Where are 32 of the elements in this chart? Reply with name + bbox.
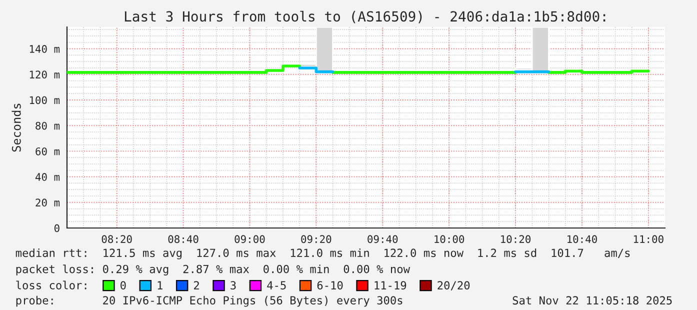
text: median rtt: 121.5 ms avg 127.0 ms max 121.0 ms min 122.0 ms now 1.2 ms sd 101.7 am/s bbox=[16, 248, 630, 260]
x-tick-label: 08:40 bbox=[168, 235, 198, 244]
y-tick-label: 80 m bbox=[36, 122, 60, 130]
x-tick-label: 11:00 bbox=[634, 235, 664, 244]
x-tick-label: 10:20 bbox=[501, 235, 531, 244]
legend-label: 6-10 bbox=[317, 281, 343, 290]
legend-label: 20/20 bbox=[438, 281, 470, 290]
legend-label: 1 bbox=[158, 281, 162, 290]
legend-label: 0 bbox=[120, 281, 126, 290]
chart-title: Last 3 Hours from tools to (AS16509) - 2406:da1a:1b5:8d00: bbox=[124, 10, 606, 24]
y-tick-label: 120 m bbox=[30, 70, 60, 79]
legend-label: 11-19 bbox=[374, 281, 406, 290]
y-tick-label: 140 m bbox=[30, 45, 60, 53]
legend-label: 2 bbox=[194, 281, 199, 290]
legend-label: 4-5 bbox=[267, 281, 286, 290]
text: Sat Nov 22 11:05:18 2025 bbox=[512, 296, 672, 305]
x-tick-label: 10:40 bbox=[568, 235, 597, 244]
x-tick-label: 10:00 bbox=[434, 235, 464, 244]
y-tick-label: 60 m bbox=[36, 147, 60, 156]
text: loss color: bbox=[16, 280, 86, 290]
text: packet loss: 0.29 % avg 2.87 % max 0.00 % min 0.00 % now bbox=[16, 264, 410, 276]
legend-label: 3 bbox=[230, 281, 236, 290]
y-tick-label: 40 m bbox=[35, 173, 60, 181]
y-axis-title: Seconds bbox=[12, 104, 21, 152]
x-tick-label: 09:20 bbox=[301, 235, 332, 244]
x-tick-label: 08:20 bbox=[102, 235, 132, 244]
text: probe: 20 IPv6-ICMP Echo Pings (56 Bytes) every 300s bbox=[16, 296, 402, 307]
y-tick-label: 100 m bbox=[30, 96, 60, 104]
y-tick-label: 20 m bbox=[36, 198, 60, 207]
x-tick-label: 09:40 bbox=[368, 235, 398, 244]
y-tick-label: 0 bbox=[54, 224, 60, 232]
x-tick-label: 09:00 bbox=[234, 235, 265, 244]
